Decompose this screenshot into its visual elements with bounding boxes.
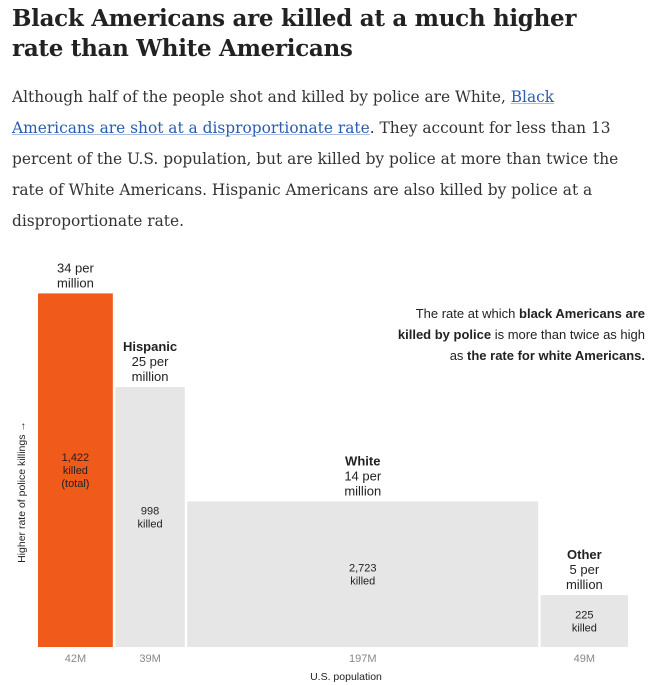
dek-text-1: Although half of the people shot and kil… xyxy=(12,88,511,106)
series-name-white: White xyxy=(345,453,380,468)
annotation-line-2: killed by police is more than twice as h… xyxy=(398,327,645,342)
rate-label-1-other: 5 per xyxy=(570,562,600,577)
x-axis-label: U.S. population xyxy=(310,671,382,683)
killed-label-2-black: killed xyxy=(63,465,88,477)
killed-label-1-black: 1,422 xyxy=(62,452,90,464)
killed-label-2-white: killed xyxy=(350,576,375,588)
rate-label-2-black: million xyxy=(57,275,94,290)
bar-black xyxy=(38,293,113,647)
annotation-run-3-2: the rate for white Americans. xyxy=(467,348,645,363)
population-label-white: 197M xyxy=(349,653,377,665)
annotation-run-1-2: black Americans are xyxy=(519,306,645,321)
annotation-line-3: as the rate for white Americans. xyxy=(450,348,645,363)
bar-other xyxy=(540,595,628,647)
rate-label-1-white: 14 per xyxy=(344,468,382,483)
killed-label-2-hispanic: killed xyxy=(138,519,163,531)
bar-hispanic xyxy=(115,387,185,647)
chart-headline: Black Americans are killed at a much hig… xyxy=(12,5,577,62)
chart-annotation: The rate at which black Americans are kil… xyxy=(398,306,645,363)
labels-layer: 34 permillion1,422killed(total)42MHispan… xyxy=(57,260,603,665)
rate-label-2-white: million xyxy=(344,483,381,498)
annotation-run-2-1: killed by police xyxy=(398,327,491,342)
y-axis-label: Higher rate of police killings → xyxy=(16,421,28,563)
annotation-run-3-1: as xyxy=(450,348,467,363)
killed-label-1-white: 2,723 xyxy=(349,563,377,575)
population-label-hispanic: 39M xyxy=(139,653,160,665)
rate-label-2-hispanic: million xyxy=(132,369,169,384)
annotation-line-1: The rate at which black Americans are xyxy=(416,306,645,321)
dek-text-2: . They account for less than 13 percent … xyxy=(12,119,619,230)
killed-label-1-other: 225 xyxy=(575,610,593,622)
killed-label-1-hispanic: 998 xyxy=(141,506,159,518)
bar-white xyxy=(187,501,539,647)
rate-label-1-black: 34 per xyxy=(57,260,95,275)
population-label-other: 49M xyxy=(574,653,595,665)
dek-link[interactable]: Black Americans are shot at a disproport… xyxy=(12,88,555,137)
population-label-black: 42M xyxy=(65,653,86,665)
chart-description: Although half of the people shot and kil… xyxy=(12,82,640,237)
killed-label-2-other: killed xyxy=(572,623,597,635)
rate-label-2-other: million xyxy=(566,577,603,592)
series-name-other: Other xyxy=(567,547,602,562)
annotation-run-1-1: The rate at which xyxy=(416,306,519,321)
annotation-run-2-2: is more than twice as high xyxy=(491,327,645,342)
series-name-hispanic: Hispanic xyxy=(123,339,177,354)
bars-layer xyxy=(38,293,628,647)
killed-label-3-black: (total) xyxy=(61,478,89,490)
rate-label-1-hispanic: 25 per xyxy=(132,354,170,369)
